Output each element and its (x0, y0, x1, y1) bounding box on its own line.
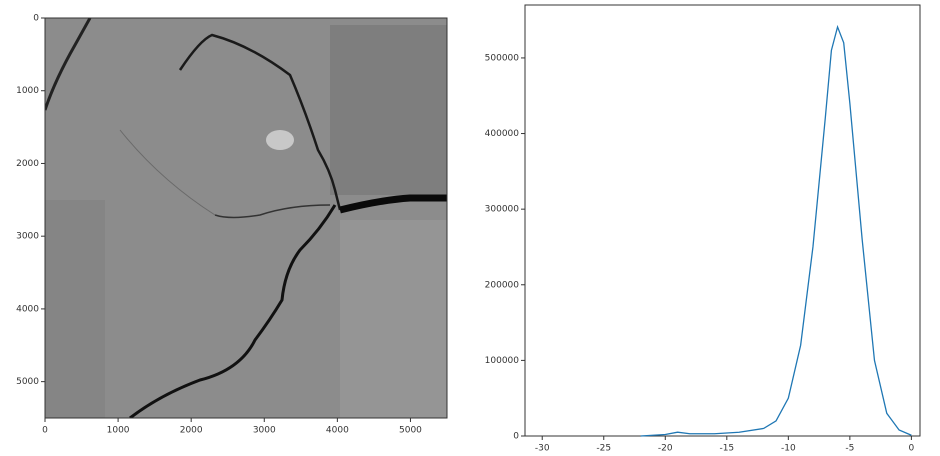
x-tick-label: -20 (658, 444, 673, 454)
x-tick-label: 3000 (253, 426, 276, 436)
y-tick-label: 500000 (485, 53, 520, 63)
x-tick-label: -10 (781, 444, 796, 454)
y-tick-label: 3000 (16, 232, 39, 242)
x-tick-label: -5 (845, 444, 854, 454)
y-tick-label: 300000 (485, 205, 520, 215)
line-series (640, 24, 912, 437)
x-tick-label: 2000 (180, 426, 203, 436)
x-tick-label: -30 (535, 444, 550, 454)
plot-frame (524, 4, 921, 437)
y-tick-label: 200000 (485, 280, 520, 290)
y-tick-label: 1000 (16, 86, 39, 96)
y-tick-label: 400000 (485, 129, 520, 139)
image-frame (44, 17, 448, 419)
y-tick-label: 100000 (485, 356, 520, 366)
x-tick-label: 0 (42, 426, 48, 436)
x-tick-label: 5000 (399, 426, 422, 436)
y-tick-label: 4000 (16, 304, 39, 314)
y-tick-label: 0 (513, 432, 519, 442)
x-tick-label: 0 (909, 444, 915, 454)
x-tick-label: 4000 (326, 426, 349, 436)
y-tick-label: 0 (33, 14, 39, 24)
x-tick-label: -15 (719, 444, 734, 454)
x-tick-label: 1000 (107, 426, 130, 436)
y-tick-label: 2000 (16, 159, 39, 169)
y-tick-label: 5000 (16, 377, 39, 387)
satellite-image (45, 18, 447, 418)
x-tick-label: -25 (596, 444, 611, 454)
